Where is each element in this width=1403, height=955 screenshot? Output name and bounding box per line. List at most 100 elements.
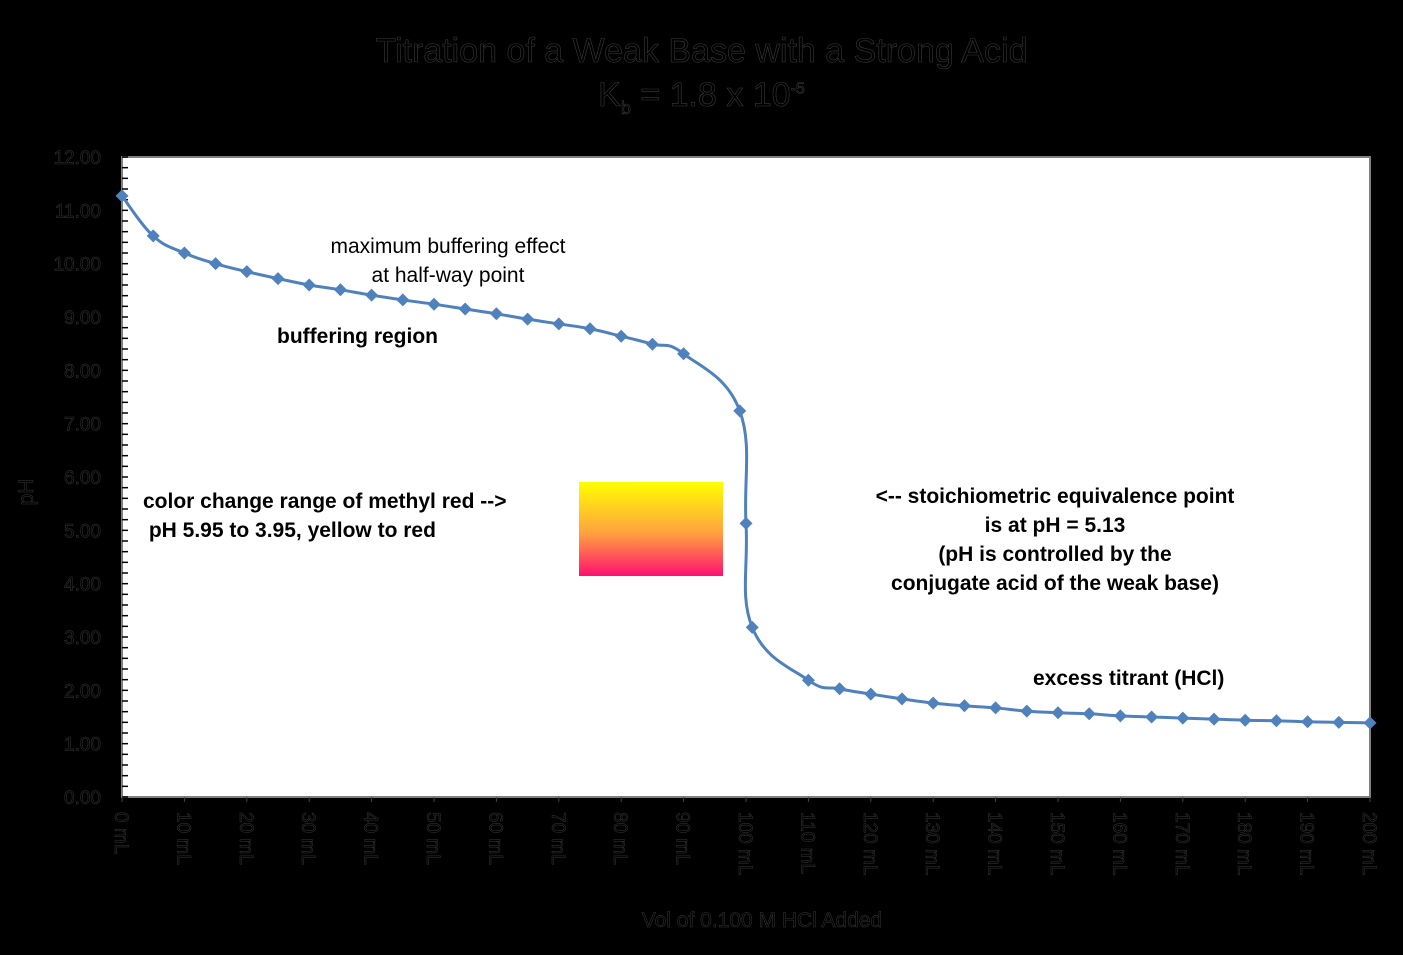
data-point-marker [1332, 715, 1346, 729]
y-tick-label: 7.00 [64, 415, 101, 436]
x-tick-label: 50 mL [422, 812, 443, 865]
data-point-marker [333, 283, 347, 297]
y-tick-label: 3.00 [64, 628, 101, 649]
y-tick-label: 10.00 [53, 255, 101, 276]
annotation-buffering-region: buffering region [277, 325, 438, 348]
data-point-marker [745, 620, 759, 634]
data-point-marker [489, 307, 503, 321]
data-point-marker [146, 229, 160, 243]
x-tick-label: 0 mL [110, 812, 131, 854]
x-tick-label: 100 mL [734, 812, 755, 875]
data-point-marker [552, 317, 566, 331]
data-point-marker [864, 687, 878, 701]
data-point-marker [583, 322, 597, 336]
annotation-excess-titrant: excess titrant (HCl) [1033, 667, 1225, 690]
x-tick-label: 180 mL [1233, 812, 1254, 875]
annotation-equivalence-line4: conjugate acid of the weak base) [891, 572, 1219, 595]
data-point-marker [614, 329, 628, 343]
data-point-marker [365, 288, 379, 302]
kb-symbol: K [598, 76, 621, 115]
y-tick-label: 12.00 [53, 148, 101, 169]
annotation-max-buffering-line1: maximum buffering effect [330, 235, 566, 258]
x-tick-label: 200 mL [1358, 812, 1379, 875]
data-point-marker [1082, 707, 1096, 721]
x-tick-label: 40 mL [360, 812, 381, 865]
data-point-marker [1020, 704, 1034, 718]
data-point-marker [895, 692, 909, 706]
x-tick-label: 170 mL [1171, 812, 1192, 875]
annotation-indicator-line1: color change range of methyl red --> [143, 490, 507, 513]
data-point-marker [733, 404, 747, 418]
y-tick-label: 11.00 [55, 201, 101, 222]
x-tick-label: 150 mL [1046, 812, 1067, 875]
x-tick-label: 190 mL [1296, 812, 1317, 875]
data-point-marker [739, 516, 753, 530]
y-tick-label: 0.00 [64, 788, 101, 809]
annotation-max-buffering: maximum buffering effect at half-way poi… [290, 232, 606, 290]
data-point-marker [957, 699, 971, 713]
y-tick-label: 4.00 [64, 575, 101, 596]
data-point-marker [1207, 712, 1221, 726]
x-axis-ticks [121, 797, 1371, 802]
x-tick-label: 80 mL [609, 812, 630, 865]
annotation-equivalence-line1: <-- stoichiometric equivalence point [875, 485, 1235, 508]
data-point-marker [677, 347, 691, 361]
x-tick-label: 20 mL [235, 812, 256, 865]
methyl-red-color-range-box [579, 482, 723, 576]
data-point-marker [801, 673, 815, 687]
y-tick-label: 9.00 [64, 308, 101, 329]
x-tick-label: 90 mL [672, 812, 693, 865]
y-tick-label: 6.00 [64, 468, 101, 489]
data-point-marker [115, 189, 129, 203]
y-tick-label: 5.00 [64, 521, 101, 542]
y-tick-label: 1.00 [64, 735, 101, 756]
data-point-marker [240, 265, 254, 279]
data-markers [115, 189, 1377, 730]
annotation-equivalence-point: <-- stoichiometric equivalence point is … [820, 482, 1290, 598]
y-tick-label: 2.00 [64, 681, 101, 702]
x-tick-label: 120 mL [859, 812, 880, 875]
data-point-marker [989, 701, 1003, 715]
annotation-equivalence-line3: (pH is controlled by the [938, 543, 1172, 566]
x-axis-tick-labels: 0 mL 10 mL 20 mL 30 mL 40 mL 50 mL 60 mL 70 mL 8… [110, 812, 1380, 876]
annotation-indicator-line2: pH 5.95 to 3.95, yellow to red [143, 519, 436, 542]
annotation-equivalence-line2: is at pH = 5.13 [984, 514, 1126, 537]
x-tick-label: 130 mL [921, 812, 942, 875]
data-point-marker [1269, 714, 1283, 728]
annotation-max-buffering-line2: at half-way point [371, 264, 525, 287]
y-axis-tick-labels: 0.00 1.00 2.00 3.00 4.00 5.00 6.00 7.00 8.00 9.00… [53, 148, 101, 810]
kb-subscript: b [620, 97, 632, 118]
data-point-marker [645, 337, 659, 351]
x-tick-label: 60 mL [484, 812, 505, 865]
data-point-marker [1176, 711, 1190, 725]
x-axis-title: Vol of 0.100 M HCl Added [642, 909, 883, 932]
x-tick-label: 140 mL [984, 812, 1005, 875]
chart-title: Titration of a Weak Base with a Strong A… [375, 32, 1028, 71]
data-point-marker [177, 246, 191, 260]
data-point-marker [1145, 710, 1159, 724]
x-tick-label: 110 mL [796, 812, 817, 874]
data-point-marker [1301, 715, 1315, 729]
data-point-marker [926, 696, 940, 710]
annotation-indicator: color change range of methyl red --> pH … [143, 487, 507, 545]
data-point-marker [271, 272, 285, 286]
x-tick-label: 30 mL [297, 812, 318, 865]
data-point-marker [1113, 709, 1127, 723]
y-axis-title: pH [15, 479, 38, 506]
data-point-marker [302, 278, 316, 292]
data-point-marker [1238, 713, 1252, 727]
data-point-marker [833, 682, 847, 696]
data-point-marker [1363, 716, 1377, 730]
y-tick-label: 8.00 [64, 361, 101, 382]
x-tick-label: 10 mL [172, 812, 193, 865]
x-tick-label: 70 mL [547, 812, 568, 865]
y-axis-minor-ticks [122, 156, 128, 798]
kb-value: = 1.8 x 10 [630, 76, 791, 115]
data-point-marker [427, 297, 441, 311]
data-point-marker [209, 257, 223, 271]
x-tick-label: 160 mL [1108, 812, 1129, 875]
data-point-marker [458, 302, 472, 316]
data-point-marker [396, 293, 410, 307]
chart-subtitle: Kb = 1.8 x 10-5 [0, 76, 1403, 119]
